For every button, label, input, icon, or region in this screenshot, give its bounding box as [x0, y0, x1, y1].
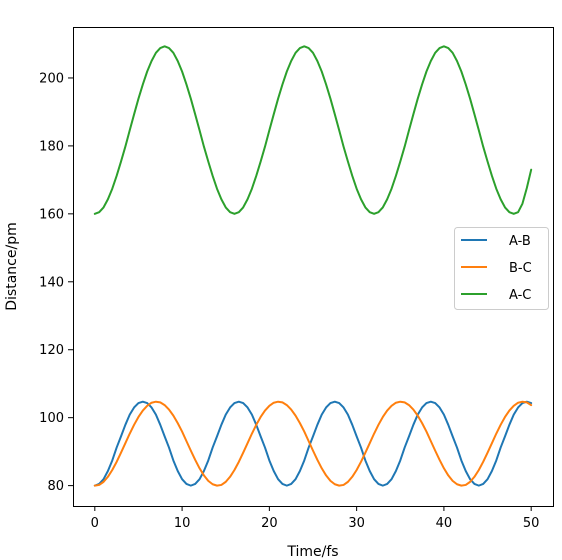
legend-label-b-c: B-C	[509, 261, 532, 276]
legend: A-B B-C A-C	[454, 227, 549, 310]
y-tick-label: 80	[47, 479, 64, 494]
legend-label-a-c: A-C	[509, 288, 531, 303]
y-tick-label: 100	[39, 411, 64, 426]
y-axis-label: Distance/pm	[4, 222, 20, 310]
x-axis-ticks: 0 10 20 30 40 50	[91, 506, 540, 531]
x-tick-label: 0	[91, 516, 99, 531]
x-tick-label: 40	[436, 516, 453, 531]
y-tick-label: 140	[39, 275, 64, 290]
y-tick-label: 200	[39, 71, 64, 86]
series-line-b-c	[93, 400, 533, 487]
x-tick-label: 30	[348, 516, 365, 531]
series-layer	[93, 45, 533, 487]
legend-box	[454, 227, 549, 310]
x-tick-label: 20	[261, 516, 278, 531]
y-axis-ticks: 80 100 120 140 160 180 200	[39, 71, 73, 494]
x-tick-label: 10	[174, 516, 191, 531]
y-tick-label: 160	[39, 207, 64, 222]
y-tick-label: 120	[39, 343, 64, 358]
x-tick-label: 50	[523, 516, 540, 531]
legend-label-a-b: A-B	[509, 234, 531, 249]
series-line-a-c	[93, 45, 533, 215]
x-axis-label: Time/fs	[286, 544, 338, 560]
series-line-a-b	[93, 400, 533, 487]
y-tick-label: 180	[39, 139, 64, 154]
plot-frame	[73, 27, 554, 507]
